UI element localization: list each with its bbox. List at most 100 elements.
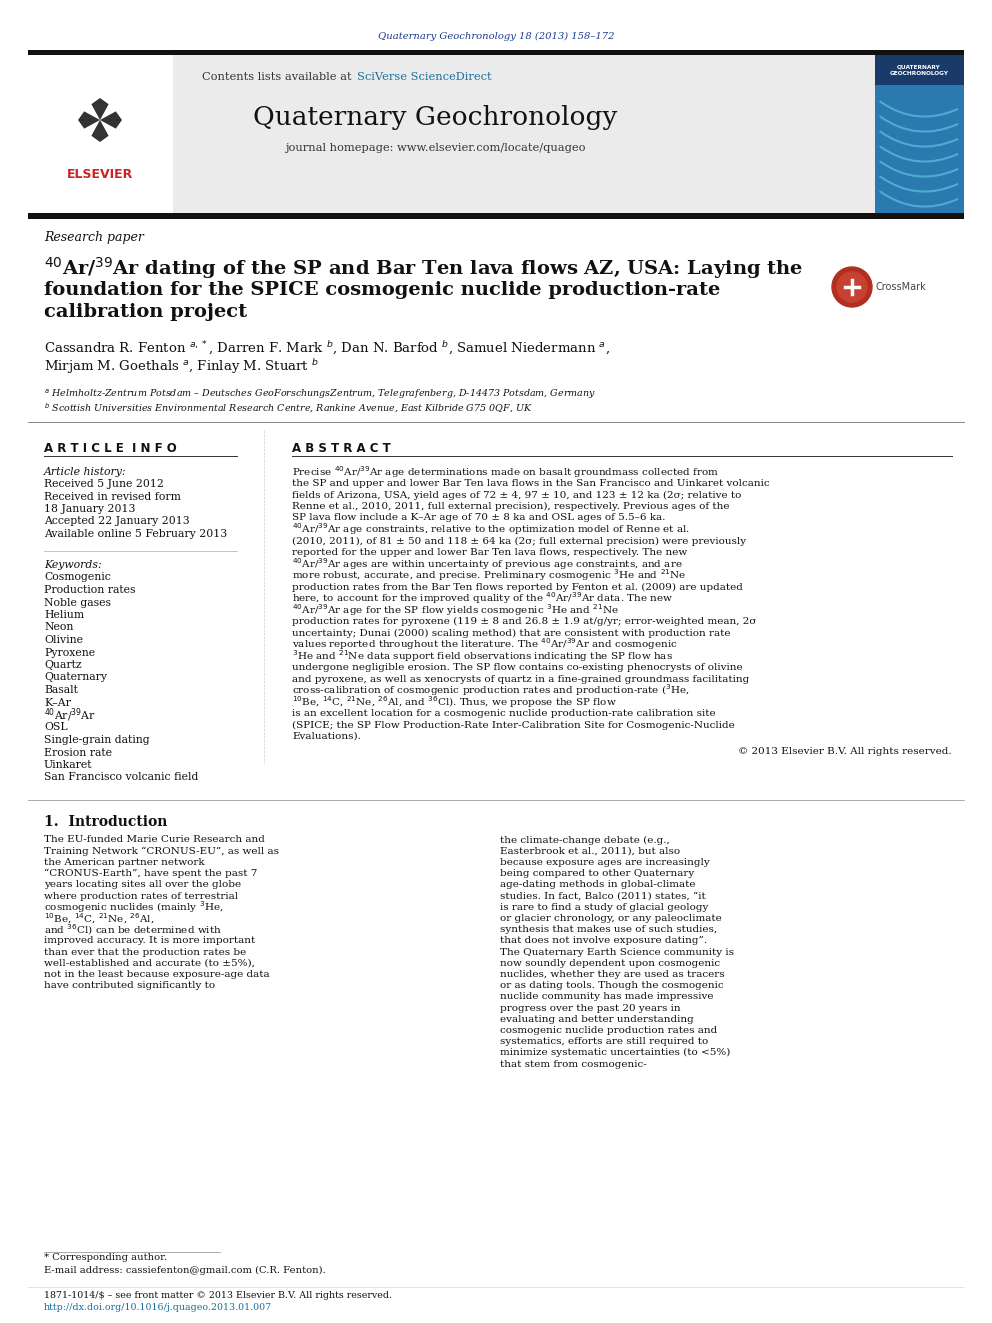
Text: Cassandra R. Fenton $^{a,*}$, Darren F. Mark $^{b}$, Dan N. Barfod $^{b}$, Samue: Cassandra R. Fenton $^{a,*}$, Darren F. …	[44, 339, 610, 357]
Text: undergone negligible erosion. The SP flow contains co-existing phenocrysts of ol: undergone negligible erosion. The SP flo…	[292, 663, 743, 672]
Bar	[28, 56, 173, 213]
Text: years locating sites all over the globe: years locating sites all over the globe	[44, 880, 241, 889]
Text: $^{40}$Ar/$^{39}$Ar dating of the SP and Bar Ten lava flows AZ, USA: Laying the: $^{40}$Ar/$^{39}$Ar dating of the SP and…	[44, 255, 804, 280]
Polygon shape	[100, 111, 122, 128]
Bar	[875, 56, 964, 213]
FancyArrowPatch shape	[880, 177, 957, 192]
Text: $^{40}$Ar/$^{39}$Ar age constraints, relative to the optimization model of Renne: $^{40}$Ar/$^{39}$Ar age constraints, rel…	[292, 521, 690, 537]
Text: $^{10}$Be, $^{14}$C, $^{21}$Ne, $^{26}$Al, and $^{36}$Cl). Thus, we propose the : $^{10}$Be, $^{14}$C, $^{21}$Ne, $^{26}$A…	[292, 695, 617, 710]
Text: Quaternary Geochronology: Quaternary Geochronology	[253, 106, 617, 131]
Text: minimize systematic uncertainties (to <5%): minimize systematic uncertainties (to <5…	[500, 1048, 730, 1057]
Text: the climate-change debate (e.g.,: the climate-change debate (e.g.,	[500, 835, 670, 844]
Text: $^{10}$Be, $^{14}$C, $^{21}$Ne, $^{26}$Al,: $^{10}$Be, $^{14}$C, $^{21}$Ne, $^{26}$A…	[44, 912, 155, 926]
Text: foundation for the SPICE cosmogenic nuclide production-rate: foundation for the SPICE cosmogenic nucl…	[44, 280, 720, 299]
Bar	[875, 85, 964, 213]
Text: being compared to other Quaternary: being compared to other Quaternary	[500, 869, 694, 878]
Polygon shape	[91, 98, 109, 120]
Text: Received in revised form: Received in revised form	[44, 492, 181, 501]
Polygon shape	[78, 111, 100, 128]
Text: and $^{36}$Cl) can be determined with: and $^{36}$Cl) can be determined with	[44, 922, 222, 937]
Text: the SP and upper and lower Bar Ten lava flows in the San Francisco and Uinkaret : the SP and upper and lower Bar Ten lava …	[292, 479, 770, 488]
Text: $^{40}$Ar/$^{39}$Ar: $^{40}$Ar/$^{39}$Ar	[44, 706, 96, 724]
Text: age-dating methods in global-climate: age-dating methods in global-climate	[500, 880, 695, 889]
Text: well-established and accurate (to ±5%),: well-established and accurate (to ±5%),	[44, 959, 255, 967]
Text: not in the least because exposure-age data: not in the least because exposure-age da…	[44, 970, 270, 979]
Text: $^{a}$ Helmholtz-Zentrum Potsdam – Deutsches GeoForschungsZentrum, Telegrafenber: $^{a}$ Helmholtz-Zentrum Potsdam – Deuts…	[44, 388, 596, 401]
Text: cosmogenic nuclides (mainly $^{3}$He,: cosmogenic nuclides (mainly $^{3}$He,	[44, 900, 223, 916]
Text: Easterbrook et al., 2011), but also: Easterbrook et al., 2011), but also	[500, 847, 681, 856]
Text: cosmogenic nuclide production rates and: cosmogenic nuclide production rates and	[500, 1025, 717, 1035]
Text: Production rates: Production rates	[44, 585, 136, 595]
Text: QUATERNARY
GEOCHRONOLOGY: QUATERNARY GEOCHRONOLOGY	[890, 65, 948, 75]
Text: Article history:: Article history:	[44, 467, 127, 478]
Text: studies. In fact, Balco (2011) states, “it: studies. In fact, Balco (2011) states, “…	[500, 892, 705, 901]
FancyArrowPatch shape	[880, 161, 957, 177]
Text: “CRONUS-Earth”, have spent the past 7: “CRONUS-Earth”, have spent the past 7	[44, 869, 257, 878]
Text: San Francisco volcanic field: San Francisco volcanic field	[44, 773, 198, 782]
FancyArrowPatch shape	[880, 102, 957, 116]
Text: than ever that the production rates be: than ever that the production rates be	[44, 947, 246, 957]
Text: 1.  Introduction: 1. Introduction	[44, 815, 168, 830]
Text: is rare to find a study of glacial geology: is rare to find a study of glacial geolo…	[500, 902, 708, 912]
Text: 1871-1014/$ – see front matter © 2013 Elsevier B.V. All rights reserved.: 1871-1014/$ – see front matter © 2013 El…	[44, 1290, 392, 1299]
Bar	[28, 213, 964, 220]
Text: Precise $^{40}$Ar/$^{39}$Ar age determinations made on basalt groundmass collect: Precise $^{40}$Ar/$^{39}$Ar age determin…	[292, 464, 719, 480]
Text: is an excellent location for a cosmogenic nuclide production-rate calibration si: is an excellent location for a cosmogeni…	[292, 709, 715, 718]
Text: The EU-funded Marie Curie Research and: The EU-funded Marie Curie Research and	[44, 836, 265, 844]
Text: Uinkaret: Uinkaret	[44, 759, 92, 770]
Text: SciVerse ScienceDirect: SciVerse ScienceDirect	[357, 71, 492, 82]
Text: Training Network “CRONUS-EU”, as well as: Training Network “CRONUS-EU”, as well as	[44, 847, 279, 856]
Text: Olivine: Olivine	[44, 635, 83, 646]
Text: http://dx.doi.org/10.1016/j.quageo.2013.01.007: http://dx.doi.org/10.1016/j.quageo.2013.…	[44, 1303, 272, 1311]
Text: Quaternary Geochronology 18 (2013) 158–172: Quaternary Geochronology 18 (2013) 158–1…	[378, 32, 614, 41]
Text: Received 5 June 2012: Received 5 June 2012	[44, 479, 164, 490]
Text: A R T I C L E  I N F O: A R T I C L E I N F O	[44, 442, 177, 455]
Text: calibration project: calibration project	[44, 303, 247, 321]
Text: Cosmogenic: Cosmogenic	[44, 573, 111, 582]
Text: that stem from cosmogenic-: that stem from cosmogenic-	[500, 1060, 647, 1069]
Text: (2010, 2011), of 81 ± 50 and 118 ± 64 ka (2σ; full external precision) were prev: (2010, 2011), of 81 ± 50 and 118 ± 64 ka…	[292, 536, 746, 545]
Text: values reported throughout the literature. The $^{40}$Ar/$^{39}$Ar and cosmogeni: values reported throughout the literatur…	[292, 636, 678, 652]
Text: cross-calibration of cosmogenic production rates and production-rate ($^{3}$He,: cross-calibration of cosmogenic producti…	[292, 683, 689, 699]
Text: $^{40}$Ar/$^{39}$Ar age for the SP flow yields cosmogenic $^{3}$He and $^{21}$Ne: $^{40}$Ar/$^{39}$Ar age for the SP flow …	[292, 602, 619, 618]
Text: The Quaternary Earth Science community is: The Quaternary Earth Science community i…	[500, 947, 734, 957]
Bar	[173, 56, 875, 213]
Polygon shape	[91, 120, 109, 142]
Text: because exposure ages are increasingly: because exposure ages are increasingly	[500, 857, 709, 867]
Text: ELSEVIER: ELSEVIER	[66, 168, 133, 181]
FancyArrowPatch shape	[880, 147, 957, 161]
Text: Quaternary: Quaternary	[44, 672, 107, 683]
Text: Quartz: Quartz	[44, 660, 81, 669]
Text: Research paper: Research paper	[44, 232, 144, 245]
Text: Evaluations).: Evaluations).	[292, 732, 361, 741]
Text: E-mail address: cassiefenton@gmail.com (C.R. Fenton).: E-mail address: cassiefenton@gmail.com (…	[44, 1265, 325, 1274]
Text: Basalt: Basalt	[44, 685, 78, 695]
Text: more robust, accurate, and precise. Preliminary cosmogenic $^{3}$He and $^{21}$N: more robust, accurate, and precise. Prel…	[292, 568, 686, 583]
Text: 18 January 2013: 18 January 2013	[44, 504, 136, 515]
Text: OSL: OSL	[44, 722, 67, 733]
Text: Keywords:: Keywords:	[44, 560, 101, 569]
Text: evaluating and better understanding: evaluating and better understanding	[500, 1015, 693, 1024]
Text: CrossMark: CrossMark	[876, 282, 927, 292]
Text: $^{40}$Ar/$^{39}$Ar ages are within uncertainty of previous age constraints, and: $^{40}$Ar/$^{39}$Ar ages are within unce…	[292, 556, 682, 572]
Text: Mirjam M. Goethals $^{a}$, Finlay M. Stuart $^{b}$: Mirjam M. Goethals $^{a}$, Finlay M. Stu…	[44, 357, 319, 377]
FancyArrowPatch shape	[880, 116, 957, 131]
Circle shape	[837, 273, 867, 302]
Text: or as dating tools. Though the cosmogenic: or as dating tools. Though the cosmogeni…	[500, 982, 723, 990]
Text: fields of Arizona, USA, yield ages of 72 ± 4, 97 ± 10, and 123 ± 12 ka (2σ; rela: fields of Arizona, USA, yield ages of 72…	[292, 491, 741, 500]
Text: nuclides, whether they are used as tracers: nuclides, whether they are used as trace…	[500, 970, 724, 979]
Text: nuclide community has made impressive: nuclide community has made impressive	[500, 992, 713, 1002]
Text: now soundly dependent upon cosmogenic: now soundly dependent upon cosmogenic	[500, 959, 720, 967]
Text: reported for the upper and lower Bar Ten lava flows, respectively. The new: reported for the upper and lower Bar Ten…	[292, 548, 687, 557]
Text: journal homepage: www.elsevier.com/locate/quageo: journal homepage: www.elsevier.com/locat…	[285, 143, 585, 153]
Text: Noble gases: Noble gases	[44, 598, 111, 607]
Text: uncertainty; Dunai (2000) scaling method) that are consistent with production ra: uncertainty; Dunai (2000) scaling method…	[292, 628, 730, 638]
Text: have contributed significantly to: have contributed significantly to	[44, 982, 215, 990]
Text: that does not involve exposure dating”.: that does not involve exposure dating”.	[500, 937, 707, 946]
Text: here, to account for the improved quality of the $^{40}$Ar/$^{39}$Ar data. The n: here, to account for the improved qualit…	[292, 590, 674, 606]
Text: Helium: Helium	[44, 610, 84, 620]
Text: improved accuracy. It is more important: improved accuracy. It is more important	[44, 937, 255, 946]
Text: or glacier chronology, or any paleoclimate: or glacier chronology, or any paleoclima…	[500, 914, 722, 923]
Text: synthesis that makes use of such studies,: synthesis that makes use of such studies…	[500, 925, 717, 934]
Text: Contents lists available at: Contents lists available at	[201, 71, 355, 82]
